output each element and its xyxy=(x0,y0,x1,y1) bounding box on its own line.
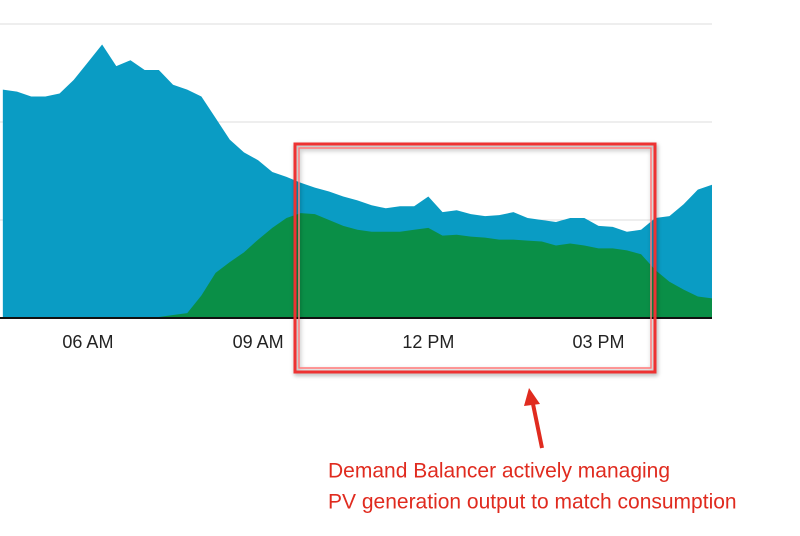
area xyxy=(2,213,712,318)
x-tick-label: 09 AM xyxy=(233,332,284,352)
arrow-shaft xyxy=(531,403,544,449)
annotation: PV generation output to match consumptio… xyxy=(328,491,737,514)
x-tick-label: 03 PM xyxy=(573,332,625,352)
arrow-head xyxy=(524,388,540,406)
x-tick-label: 06 AM xyxy=(62,332,113,352)
box-inner xyxy=(298,147,652,369)
box-outer xyxy=(293,142,657,374)
annotation: Demand Balancer actively managing xyxy=(328,460,670,483)
highlight-box xyxy=(293,142,657,374)
x-tick-label: 12 PM xyxy=(402,332,454,352)
plot: 06 AM 09 AM 12 PM 03 PM xyxy=(0,23,712,352)
arrow xyxy=(524,388,544,449)
